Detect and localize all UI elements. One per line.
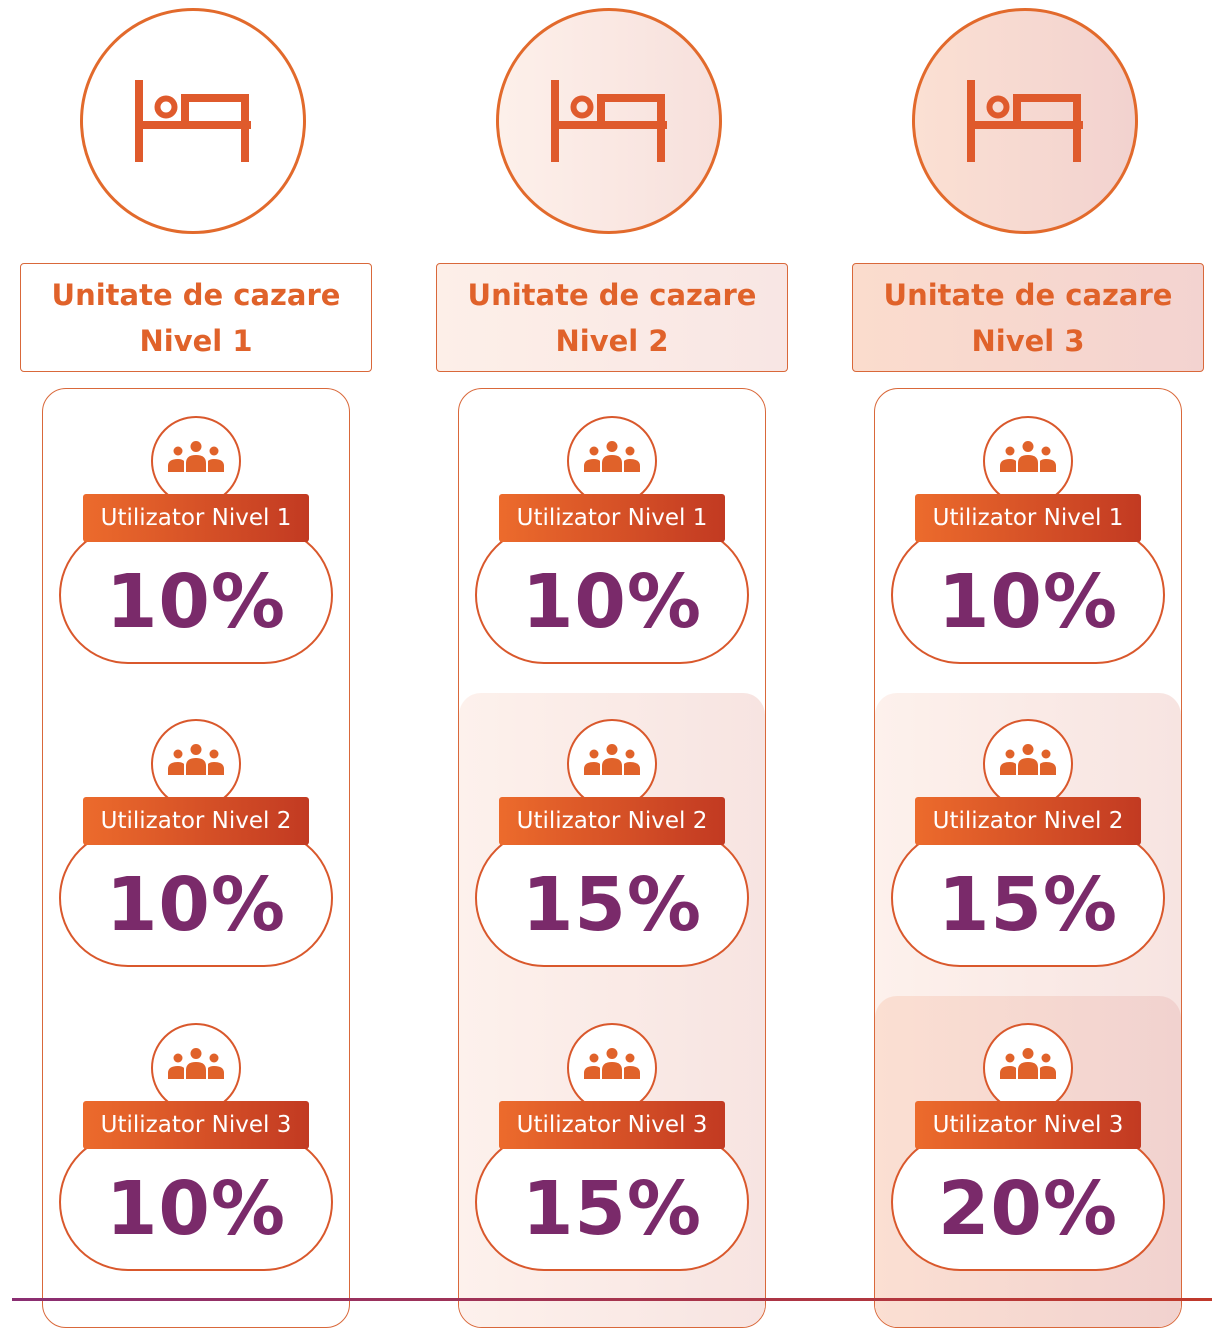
people-icon-circle	[983, 416, 1073, 506]
title-line-1: Unitate de cazare	[51, 277, 341, 312]
user-level-tag: Utilizator Nivel 1	[915, 494, 1141, 542]
discount-value: 15%	[521, 1166, 703, 1252]
user-level-tag: Utilizator Nivel 2	[499, 797, 725, 845]
tier-card: 15% Utilizator Nivel 3	[435, 1023, 789, 1283]
discount-pill: 15%	[891, 829, 1165, 967]
tier-card: 10% Utilizator Nivel 1	[435, 416, 789, 676]
discount-value: 10%	[105, 559, 287, 645]
discount-value: 10%	[105, 862, 287, 948]
discount-pill: 10%	[59, 526, 333, 664]
discount-pill: 20%	[891, 1133, 1165, 1271]
column-title: Unitate de cazare Nivel 2	[436, 263, 788, 372]
discount-pill: 10%	[59, 1133, 333, 1271]
discount-value: 10%	[105, 1166, 287, 1252]
bed-icon	[965, 80, 1085, 162]
column-title: Unitate de cazare Nivel 1	[20, 263, 372, 372]
title-line-1: Unitate de cazare	[467, 277, 757, 312]
people-group-icon	[998, 440, 1058, 472]
user-level-label: Utilizator Nivel 3	[516, 1112, 708, 1138]
discount-value: 15%	[521, 862, 703, 948]
user-level-tag: Utilizator Nivel 2	[83, 797, 309, 845]
tier-card: 15% Utilizator Nivel 2	[435, 719, 789, 979]
title-line-2: Nivel 1	[139, 323, 253, 358]
tier-card: 20% Utilizator Nivel 3	[851, 1023, 1205, 1283]
bottom-divider	[12, 1298, 1212, 1301]
people-group-icon	[582, 1047, 642, 1079]
discount-pill: 15%	[475, 829, 749, 967]
user-level-label: Utilizator Nivel 3	[100, 1112, 292, 1138]
column-title: Unitate de cazare Nivel 3	[852, 263, 1204, 372]
discount-value: 20%	[937, 1166, 1119, 1252]
user-level-tag: Utilizator Nivel 1	[83, 494, 309, 542]
discount-pill: 10%	[891, 526, 1165, 664]
bed-icon	[549, 80, 669, 162]
people-group-icon	[998, 1047, 1058, 1079]
people-icon-circle	[567, 719, 657, 809]
discount-pill: 15%	[475, 1133, 749, 1271]
column-nivel-3: Unitate de cazare Nivel 3 10% Utilizator…	[851, 0, 1205, 1328]
people-group-icon	[582, 743, 642, 775]
user-level-label: Utilizator Nivel 2	[100, 808, 292, 834]
tier-card: 10% Utilizator Nivel 1	[19, 416, 373, 676]
people-group-icon	[166, 743, 226, 775]
tier-card: 10% Utilizator Nivel 3	[19, 1023, 373, 1283]
bed-icon-circle	[80, 8, 306, 234]
user-level-label: Utilizator Nivel 3	[932, 1112, 1124, 1138]
user-level-label: Utilizator Nivel 2	[932, 808, 1124, 834]
discount-pill: 10%	[475, 526, 749, 664]
column-nivel-2: Unitate de cazare Nivel 2 10% Utilizator…	[435, 0, 789, 1328]
people-icon-circle	[151, 416, 241, 506]
tier-card: 10% Utilizator Nivel 2	[19, 719, 373, 979]
column-nivel-1: Unitate de cazare Nivel 1 10% Utilizator…	[19, 0, 373, 1328]
user-level-label: Utilizator Nivel 2	[516, 808, 708, 834]
user-level-tag: Utilizator Nivel 3	[499, 1101, 725, 1149]
user-level-tag: Utilizator Nivel 3	[83, 1101, 309, 1149]
people-icon-circle	[151, 719, 241, 809]
user-level-label: Utilizator Nivel 1	[516, 505, 708, 531]
user-level-tag: Utilizator Nivel 3	[915, 1101, 1141, 1149]
user-level-tag: Utilizator Nivel 2	[915, 797, 1141, 845]
bed-icon-circle	[912, 8, 1138, 234]
tier-card: 15% Utilizator Nivel 2	[851, 719, 1205, 979]
discount-pill: 10%	[59, 829, 333, 967]
people-icon-circle	[983, 719, 1073, 809]
discount-value: 10%	[937, 559, 1119, 645]
title-line-1: Unitate de cazare	[883, 277, 1173, 312]
people-icon-circle	[983, 1023, 1073, 1113]
title-line-2: Nivel 2	[555, 323, 669, 358]
title-line-2: Nivel 3	[971, 323, 1085, 358]
people-icon-circle	[567, 416, 657, 506]
bed-icon-circle	[496, 8, 722, 234]
people-group-icon	[998, 743, 1058, 775]
people-icon-circle	[151, 1023, 241, 1113]
people-group-icon	[582, 440, 642, 472]
people-group-icon	[166, 440, 226, 472]
bed-icon	[133, 80, 253, 162]
people-group-icon	[166, 1047, 226, 1079]
discount-value: 15%	[937, 862, 1119, 948]
user-level-label: Utilizator Nivel 1	[932, 505, 1124, 531]
tier-card: 10% Utilizator Nivel 1	[851, 416, 1205, 676]
user-level-label: Utilizator Nivel 1	[100, 505, 292, 531]
people-icon-circle	[567, 1023, 657, 1113]
discount-value: 10%	[521, 559, 703, 645]
user-level-tag: Utilizator Nivel 1	[499, 494, 725, 542]
